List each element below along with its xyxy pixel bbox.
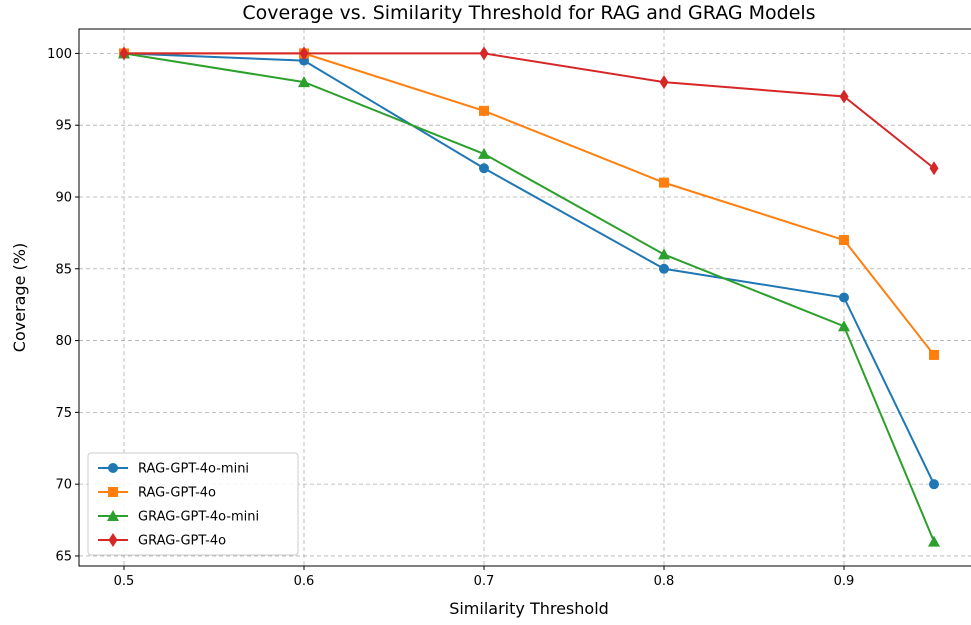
data-point <box>478 147 490 159</box>
data-point <box>479 163 489 174</box>
legend-marker <box>108 533 118 547</box>
data-point <box>299 46 309 61</box>
legend-item: GRAG-GPT-4o <box>98 533 226 549</box>
legend-marker <box>107 510 119 521</box>
data-point <box>479 46 489 61</box>
legend-box <box>87 452 299 556</box>
data-point <box>929 161 939 176</box>
x-tick-label: 0.6 <box>294 574 315 589</box>
series-line <box>124 52 935 170</box>
ticks: 0.5 0.6 0.7 0.8 0.9 65 70 75 80 85 90 95 100 <box>47 47 854 589</box>
plot-frame <box>78 28 971 567</box>
grid <box>79 29 971 566</box>
chart-title: Coverage vs. Similarity Threshold for RA… <box>242 2 815 24</box>
x-axis-label: Similarity Threshold <box>449 599 609 618</box>
y-tick-label: 80 <box>55 334 72 349</box>
data-point <box>838 320 850 332</box>
y-tick-label: 90 <box>55 190 72 205</box>
data-point <box>298 76 310 88</box>
y-tick-label: 65 <box>55 549 72 564</box>
legend-marker <box>108 487 118 497</box>
legend-item: RAG-GPT-4o-mini <box>98 462 249 477</box>
legend-label: RAG-GPT-4o <box>138 486 216 501</box>
data-point <box>928 535 940 547</box>
series-line <box>123 52 935 485</box>
data-point <box>839 89 849 104</box>
legend-label: RAG-GPT-4o-mini <box>138 462 249 477</box>
series-line <box>124 52 935 356</box>
series-grag-gpt-4o-mini <box>118 47 940 547</box>
series-grag-gpt-4o <box>119 46 939 176</box>
y-tick-label: 85 <box>55 262 72 277</box>
x-tick-label: 0.8 <box>654 574 675 589</box>
y-tick-label: 70 <box>55 478 72 493</box>
y-tick-label: 75 <box>55 406 72 421</box>
data-point <box>929 479 939 490</box>
data-point <box>839 235 849 246</box>
series-layer <box>118 46 940 547</box>
legend: RAG-GPT-4o-mini RAG-GPT-4o GRAG-GPT-4o-min… <box>87 452 299 556</box>
series-line <box>123 52 935 542</box>
x-tick-label: 0.7 <box>474 574 495 589</box>
data-point <box>659 75 669 90</box>
legend-marker <box>108 463 118 473</box>
legend-item: GRAG-GPT-4o-mini <box>98 510 259 525</box>
data-point <box>659 177 669 188</box>
y-tick-label: 95 <box>55 119 72 134</box>
data-point <box>659 263 669 274</box>
data-point <box>658 248 670 260</box>
legend-item: RAG-GPT-4o <box>98 486 216 501</box>
legend-label: GRAG-GPT-4o <box>138 534 226 549</box>
data-point <box>929 349 939 360</box>
data-point <box>479 105 489 116</box>
data-point <box>119 46 129 61</box>
y-axis-label: Coverage (%) <box>10 243 29 352</box>
x-tick-label: 0.9 <box>834 574 855 589</box>
x-tick-label: 0.5 <box>114 574 135 589</box>
legend-label: GRAG-GPT-4o-mini <box>138 510 259 525</box>
data-point <box>839 292 849 303</box>
y-tick-label: 100 <box>47 47 72 62</box>
